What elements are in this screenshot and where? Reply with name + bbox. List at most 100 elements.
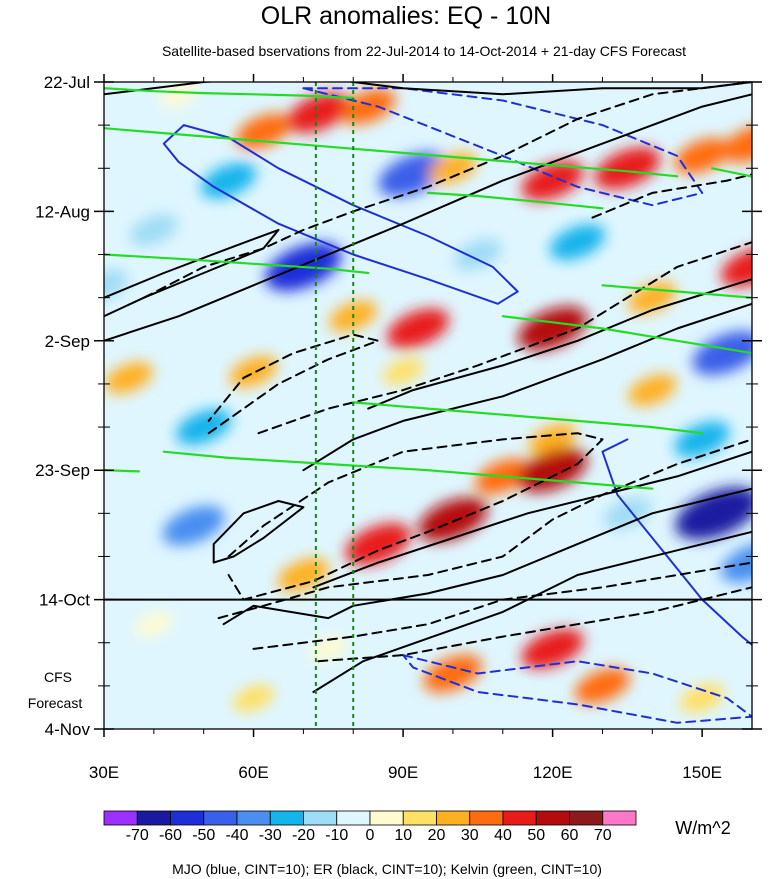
contour-legend-footer: MJO (blue, CINT=10); ER (black, CINT=10)… [172,861,602,877]
chart-title: OLR anomalies: EQ - 10N [261,2,551,30]
colorbar-label-4: -30 [259,827,282,844]
anomaly-blob-11 [129,214,178,246]
anomaly-blob-35 [418,497,488,542]
er-contour-16 [227,432,604,601]
colorbar-label-9: 20 [428,827,446,844]
anomaly-blob-22 [692,331,752,376]
colorbar-box-11 [469,810,504,826]
anomaly-blob-13 [453,238,502,271]
x-tick-label-1: 60E [238,763,268,782]
anomaly-blob-3 [340,88,396,125]
colorbar-label-3: -40 [225,827,248,844]
colorbar-unit: W/m^2 [675,818,730,838]
anomaly-blob-16 [720,246,752,287]
anomaly-blob-15 [656,216,698,244]
anomaly-blob-10 [722,124,752,163]
anomaly-blob-24 [229,355,278,388]
anomaly-blob-4 [201,162,257,199]
anomaly-blob-8 [594,147,661,190]
kelvin-contour-25 [501,315,752,355]
anomaly-blob-41 [134,611,173,637]
er-contour-4 [104,93,752,342]
mjo-contour-2 [302,87,704,207]
y-tick-label-3: 23-Sep [35,461,90,480]
x-tick-label-2: 90E [388,763,418,782]
anomaly-blob-40 [482,549,524,577]
colorbar-box-15 [602,810,637,826]
plot-frame [103,81,753,730]
kelvin-contour-24 [601,284,752,299]
forecast-label-line2: Forecast [28,695,83,711]
er-contour-9 [212,500,305,564]
colorbar-box-4 [236,810,271,826]
anomaly-blob-23 [104,362,154,394]
anomaly-blob-36 [277,558,330,592]
er-contour-8 [367,278,752,410]
colorbar-label-13: 60 [561,827,579,844]
anomaly-blob-26 [482,364,524,392]
colorbar-label-1: -60 [159,827,182,844]
anomaly-blob-34 [345,523,412,566]
er-contour-20 [591,173,752,219]
mjo-contour-0 [162,124,519,305]
anomaly-blob-29 [528,423,577,456]
colorbar-label-14: 70 [594,827,612,844]
anomaly-blob-19 [386,308,450,349]
anomaly-blob-33 [162,505,225,546]
x-tick-label-3: 120E [533,763,573,782]
x-tick-label-4: 150E [682,763,722,782]
kelvin-contour-22 [104,127,679,178]
colorbar-box-5 [269,810,304,826]
colorbar-label-8: 10 [394,827,412,844]
anomaly-blob-0 [159,82,198,107]
mjo-contour-1 [601,438,752,647]
anomaly-blob-47 [232,684,275,712]
kelvin-contour-26 [352,401,704,435]
anomaly-blob-20 [518,306,588,351]
reference-lines [104,82,752,729]
y-tick-label-4: 14-Oct [39,591,90,610]
colorbar-label-12: 50 [527,827,545,844]
colorbar-box-1 [136,810,171,826]
anomaly-blob-42 [309,636,348,662]
forecast-label-line1: CFS [44,669,72,685]
colorbar-box-8 [369,810,404,826]
er-contour-15 [142,82,752,299]
er-contour-7 [302,302,752,472]
y-tick-label-1: 12-Aug [35,202,90,221]
colorbar-box-13 [535,810,570,826]
colorbar-box-0 [103,810,138,826]
er-contour-6 [104,82,752,96]
anomaly-blob-44 [521,629,584,669]
colorbar-box-2 [170,810,205,826]
colorbar-label-11: 40 [494,827,512,844]
kelvin-contour-23 [104,253,370,275]
anomaly-blob-27 [628,374,677,406]
colorbar-label-0: -70 [126,827,149,844]
anomaly-blob-39 [720,542,752,583]
y-tick-label-5: 4-Nov [45,720,91,739]
anomaly-blob-14 [549,224,606,260]
colorbar-label-10: 30 [461,827,479,844]
colorbar-label-7: 0 [366,827,375,844]
colorbar-box-6 [303,810,338,826]
er-contour-11 [222,487,752,626]
y-tick-label-0: 22-Jul [44,73,90,92]
y-tick-label-2: 2-Sep [45,332,90,351]
kelvin-contour-21 [104,87,355,100]
kelvin-contour-27 [162,450,654,490]
anomaly-blob-46 [679,683,725,713]
kelvin-contour-30 [710,167,752,178]
x-axis: 30E 60E 90E 120E 150E [89,74,722,782]
y-axis: 22-Jul 12-Aug 2-Sep 23-Sep 14-Oct 4-Nov [35,73,762,739]
olr-anomaly-field [104,82,752,713]
colorbar-box-9 [402,810,437,826]
chart-subtitle: Satellite-based bservations from 22-Jul-… [162,43,686,59]
colorbar-label-2: -50 [192,827,215,844]
kelvin-contour-29 [426,191,604,210]
colorbar-label-6: -10 [325,827,348,844]
er-contour-14 [257,241,752,435]
colorbar-box-12 [502,810,537,826]
colorbar-box-3 [203,810,238,826]
